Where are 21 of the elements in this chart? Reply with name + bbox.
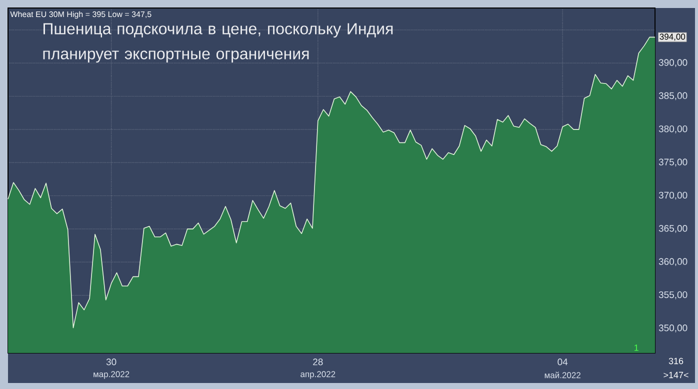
y-tick-label: 390,00	[658, 59, 688, 67]
x-tick-label: 30	[106, 358, 116, 366]
annotation: 1	[634, 344, 638, 351]
y-tick-label: 385,00	[658, 92, 688, 100]
text: 394,00	[660, 34, 686, 41]
y-tick-label: 355,00	[658, 291, 688, 300]
y-tick-label: 350,00	[658, 324, 688, 332]
text: апр.2022	[300, 371, 336, 379]
text: Пшеница подскочила в цене, поскольку Индия планирует экспортные ограничения	[43, 23, 393, 63]
x-tick-label: 28	[313, 358, 323, 366]
text: май.2022	[544, 372, 580, 378]
y-tick-label: 370,00	[658, 192, 688, 200]
y-tick-label: 360,00	[658, 258, 688, 266]
text: мар.2022	[94, 371, 130, 379]
y-tick-label: 365,00	[658, 225, 688, 233]
chart-subtitle: Wheat EU 30M High = 395 Low = 347,5	[10, 11, 152, 19]
text: >147<	[664, 372, 688, 378]
x-tick-label: 04	[558, 358, 568, 366]
text: 316	[668, 358, 684, 364]
y-tick-label: 380,00	[658, 125, 688, 134]
y-tick-label: 375,00	[658, 158, 688, 167]
